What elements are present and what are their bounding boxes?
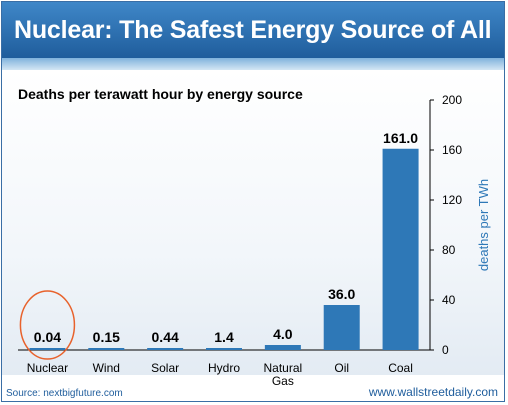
bar-coal xyxy=(382,148,419,350)
x-tick-label: Natural xyxy=(264,361,303,375)
highlight-circle xyxy=(19,290,76,360)
header-band xyxy=(2,58,504,70)
x-tick-label: Wind xyxy=(93,361,120,375)
x-tick-label: Solar xyxy=(151,361,179,375)
data-label: 1.4 xyxy=(214,329,234,345)
x-tick-label: Oil xyxy=(334,361,349,375)
y-tick-label: 200 xyxy=(442,93,462,107)
y-tick-label: 120 xyxy=(442,193,462,207)
x-tick-label: Hydro xyxy=(208,361,240,375)
data-label: 161.0 xyxy=(383,130,418,146)
y-tick-label: 40 xyxy=(442,293,456,307)
y-tick-label: 0 xyxy=(442,343,449,357)
data-label: 0.15 xyxy=(93,329,120,345)
data-label: 0.44 xyxy=(152,329,179,345)
y-axis-title: deaths per TWh xyxy=(476,179,491,271)
bar-hydro xyxy=(206,348,242,350)
bar-nuclear xyxy=(29,348,66,350)
chart-title: Deaths per terawatt hour by energy sourc… xyxy=(18,86,303,102)
bar-natural-gas xyxy=(264,345,301,350)
y-tick-label: 80 xyxy=(442,243,456,257)
page-title: Nuclear: The Safest Energy Source of All xyxy=(2,2,504,58)
plot-background xyxy=(2,70,504,375)
y-tick-label: 160 xyxy=(442,143,462,157)
x-tick-label: Coal xyxy=(388,361,413,375)
source-note: Source: nextbigfuture.com xyxy=(6,388,123,399)
data-label: 4.0 xyxy=(273,326,293,342)
x-tick-label: Gas xyxy=(272,374,294,388)
x-tick-label: Nuclear xyxy=(27,361,68,375)
site-url: www.wallstreetdaily.com xyxy=(368,385,498,399)
bar-solar xyxy=(147,348,184,350)
bar-oil xyxy=(323,305,360,350)
data-label: 0.04 xyxy=(34,329,61,345)
bar-wind xyxy=(88,348,125,350)
data-label: 36.0 xyxy=(328,286,355,302)
